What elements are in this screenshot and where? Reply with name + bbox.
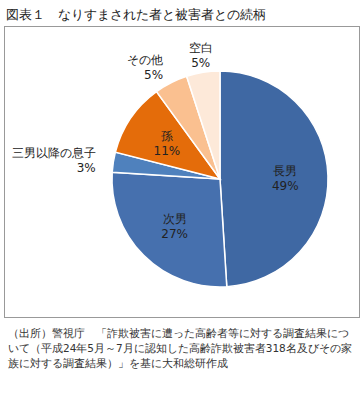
- svg-text:空白5%: 空白5%: [189, 41, 213, 70]
- svg-text:孫11%: 孫11%: [154, 129, 181, 158]
- svg-text:三男以降の息子3%: 三男以降の息子3%: [12, 146, 96, 175]
- svg-text:長男49%: 長男49%: [272, 164, 299, 193]
- html-text:（出所）警視庁 「詐欺被害に遭った高齢者等に対する調査結果に: （出所）警視庁 「詐欺被害に遭った高齢者等に対する調査結果について（平成24年5…: [8, 327, 352, 369]
- svg-text:次男27%: 次男27%: [161, 212, 188, 241]
- html-text:図表１ なりすまされた者と被害者との続柄: 図表１ なりすまされた者と被害者との続柄: [6, 7, 266, 22]
- svg-text:その他5%: その他5%: [127, 53, 163, 82]
